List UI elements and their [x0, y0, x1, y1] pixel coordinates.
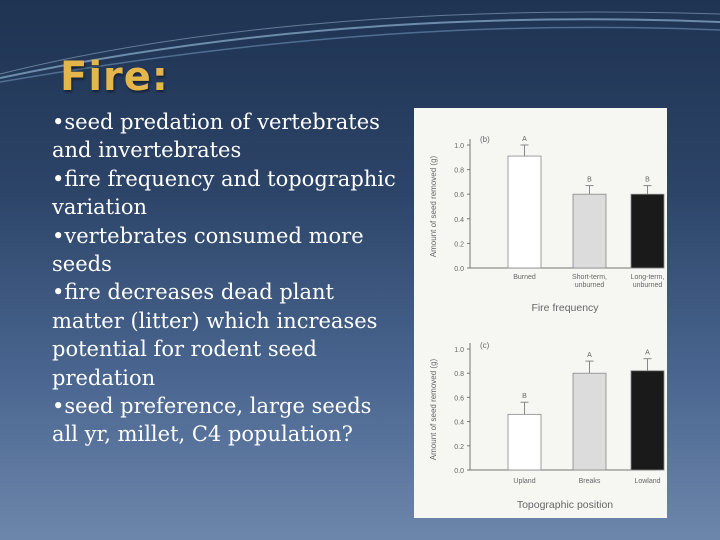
- bar: [630, 370, 665, 471]
- significance-letter: B: [522, 393, 527, 400]
- bar: [572, 372, 607, 471]
- x-tick-label: Upland: [513, 478, 535, 485]
- y-axis-label: Amount of seed removed (g): [429, 155, 438, 257]
- significance-letter: B: [645, 177, 650, 184]
- slide-title: Fire:: [60, 54, 169, 100]
- significance-letter: A: [645, 350, 650, 357]
- panel-label: (b): [480, 135, 490, 144]
- panel-label: (c): [480, 341, 490, 350]
- y-axis-label: Amount of seed removed (g): [429, 358, 438, 460]
- y-tick-label: 0.2: [454, 444, 464, 451]
- x-tick-label: unburned: [633, 282, 663, 289]
- y-tick-label: 0.2: [454, 241, 464, 248]
- y-tick-label: 0.8: [454, 371, 464, 378]
- bar: [630, 193, 665, 269]
- bullet-item: vertebrates consumed more seeds: [52, 222, 402, 279]
- significance-letter: A: [587, 352, 592, 359]
- bar: [507, 155, 542, 269]
- y-tick-label: 0.0: [454, 266, 464, 273]
- bullet-item: seed preference, large seeds all yr, mil…: [52, 392, 402, 449]
- bullet-list: seed predation of vertebrates and invert…: [52, 108, 402, 449]
- bullet-item: fire frequency and topographic variation: [52, 165, 402, 222]
- y-tick-label: 0.8: [454, 168, 464, 175]
- decorative-swoosh: [0, 11, 720, 83]
- y-tick-label: 0.4: [454, 217, 464, 224]
- x-tick-label: Lowland: [634, 478, 660, 485]
- x-tick-label: Breaks: [579, 478, 601, 485]
- y-tick-label: 0.6: [454, 395, 464, 402]
- y-tick-label: 0.4: [454, 420, 464, 427]
- y-tick-label: 1.0: [454, 143, 464, 150]
- x-tick-label: unburned: [575, 282, 605, 289]
- x-axis-label: Topographic position: [517, 499, 613, 511]
- y-tick-label: 0.6: [454, 192, 464, 199]
- bar: [507, 413, 542, 471]
- x-tick-label: Long-term,: [631, 274, 665, 281]
- bar-charts: 0.0 0.2 0.4 0.6 0.8 1.0 Amount of seed removed…: [429, 135, 665, 511]
- significance-letter: A: [522, 136, 527, 143]
- y-tick-label: 1.0: [454, 347, 464, 354]
- bullet-item: fire decreases dead plant matter (litter…: [52, 278, 402, 392]
- y-tick-label: 0.0: [454, 468, 464, 475]
- figure-panel: 0.0 0.2 0.4 0.6 0.8 1.0 Amount of seed removed…: [414, 108, 667, 518]
- x-tick-label: Burned: [513, 274, 536, 281]
- bar: [572, 193, 607, 269]
- bullet-item: seed predation of vertebrates and invert…: [52, 108, 402, 165]
- significance-letter: B: [587, 177, 592, 184]
- x-axis-label: Fire frequency: [531, 302, 599, 314]
- x-tick-label: Short-term,: [572, 274, 607, 281]
